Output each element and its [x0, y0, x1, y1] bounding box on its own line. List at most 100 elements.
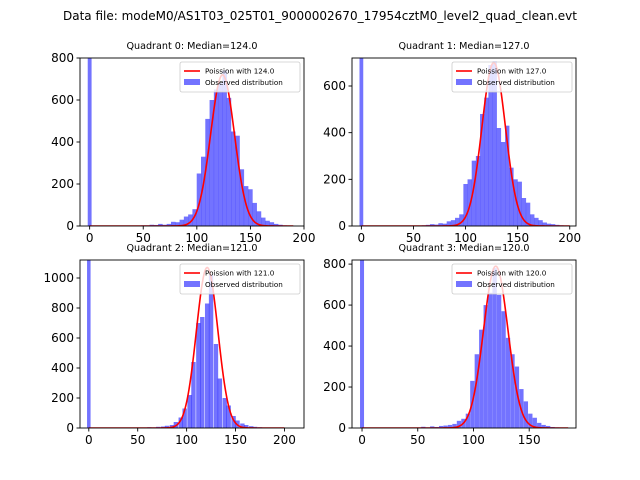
legend-box	[179, 61, 301, 93]
histogram-bar	[542, 222, 547, 226]
histogram-bar	[492, 268, 497, 428]
legend-box	[451, 61, 573, 93]
panel-title: Quadrant 2: Median=121.0	[126, 243, 257, 254]
x-tick-label: 100	[185, 231, 208, 245]
histogram-bar	[226, 405, 231, 428]
histogram-bar	[510, 354, 515, 428]
y-tick-label: 0	[66, 219, 74, 233]
histogram-bar	[240, 423, 245, 428]
legend: Poission with 120.0 Observed distribution	[451, 263, 573, 295]
histogram-bar	[183, 216, 189, 226]
histogram-bar	[501, 311, 506, 428]
legend-label: Observed distribution	[205, 280, 283, 289]
axes-frame	[351, 57, 577, 227]
histogram-bar	[525, 202, 531, 226]
histogram-bar	[517, 181, 522, 226]
y-tick-label: 800	[51, 51, 74, 65]
histogram-bar	[226, 97, 232, 226]
y-tick-label: 600	[51, 93, 74, 107]
y-tick-label: 0	[338, 219, 346, 233]
histogram-bar	[248, 189, 253, 226]
legend-patch-swatch	[456, 79, 472, 85]
histogram-bar	[509, 167, 514, 226]
histogram-bar	[217, 378, 223, 428]
x-tick-label: 100	[175, 433, 198, 447]
legend-label: Poission with 124.0	[205, 67, 275, 76]
y-tick-label: 200	[51, 177, 74, 191]
y-tick-label: 800	[323, 257, 346, 271]
legend-box	[451, 263, 573, 295]
plot-area	[360, 260, 569, 428]
x-tick-label: 50	[130, 433, 145, 447]
y-tick-label: 0	[66, 421, 74, 435]
histogram-bar	[480, 114, 485, 226]
histogram-bar	[204, 303, 210, 428]
histogram-bar	[158, 223, 163, 226]
histogram-bar	[537, 422, 542, 428]
histogram-bar	[196, 173, 202, 226]
y-tick-label: 800	[51, 301, 74, 315]
y-tick-label: 400	[51, 361, 74, 375]
histogram-bar	[488, 65, 493, 226]
legend-label: Observed distribution	[205, 78, 283, 87]
histogram-bar	[534, 217, 539, 226]
panel-title: Quadrant 1: Median=127.0	[398, 41, 529, 52]
x-tick-label: 50	[136, 231, 151, 245]
histogram-bar	[170, 221, 176, 226]
histogram-bar	[218, 83, 223, 226]
histogram-bar	[196, 323, 201, 428]
x-tick-label: 0	[358, 231, 366, 245]
legend-label: Poission with 121.0	[205, 269, 275, 278]
x-tick-label: 200	[293, 231, 316, 245]
histogram-bar	[455, 217, 460, 226]
histogram-bar	[201, 156, 206, 226]
quadrant-1-chart: Quadrant 1: Median=127.0 0 50 100 150 200 0 20…	[323, 41, 581, 245]
histogram-bar	[505, 337, 511, 428]
histogram-bar	[256, 211, 262, 226]
histogram-bar	[205, 118, 210, 226]
histogram-bar	[438, 223, 443, 226]
histogram-bar	[541, 424, 546, 428]
legend-label: Observed distribution	[477, 280, 555, 289]
histogram-bar	[474, 354, 479, 428]
legend-patch-swatch	[184, 79, 200, 85]
y-tick-label: 400	[323, 339, 346, 353]
histogram-bar	[546, 223, 552, 226]
histogram-bar	[269, 222, 275, 226]
histogram-bar	[187, 395, 192, 428]
x-tick-label: 0	[358, 433, 366, 447]
histogram-bar	[244, 425, 249, 428]
x-tick-label: 100	[454, 231, 477, 245]
quadrant-2-chart: Quadrant 2: Median=121.0 0 50 100 150 200 0 20…	[43, 243, 305, 447]
panel-title: Quadrant 0: Median=124.0	[126, 41, 257, 52]
histogram-bar	[442, 223, 447, 226]
x-tick-label: 50	[406, 231, 421, 245]
legend: Poission with 121.0 Observed distribution	[179, 263, 301, 295]
y-tick-label: 400	[51, 135, 74, 149]
x-tick-label: 200	[558, 231, 581, 245]
histogram-bar	[545, 425, 551, 428]
histogram-bar	[182, 408, 187, 428]
x-tick-label: 0	[85, 433, 93, 447]
histogram-bar	[505, 125, 510, 226]
x-tick-label: 50	[410, 433, 425, 447]
x-tick-label: 200	[273, 433, 296, 447]
histogram-bar	[488, 292, 493, 428]
histogram-bar	[456, 420, 462, 428]
histogram-bar	[273, 223, 279, 226]
histogram-bar	[443, 425, 448, 428]
quadrant-0-chart: Quadrant 0: Median=124.0 0 50 100 150 200 0 20…	[51, 41, 315, 245]
histogram-bar	[179, 219, 185, 226]
y-tick-label: 200	[323, 172, 346, 186]
histogram-bar	[191, 362, 196, 428]
histogram-bar	[200, 317, 205, 428]
histogram-bar	[231, 131, 236, 226]
histogram-bar	[87, 260, 91, 428]
histogram-bar	[87, 58, 92, 226]
histogram-bar	[265, 220, 270, 226]
histogram-bar	[528, 413, 533, 428]
histogram-bar	[465, 413, 471, 428]
legend-box	[179, 263, 301, 295]
histogram-bar	[471, 160, 477, 226]
legend-label: Poission with 127.0	[477, 67, 547, 76]
